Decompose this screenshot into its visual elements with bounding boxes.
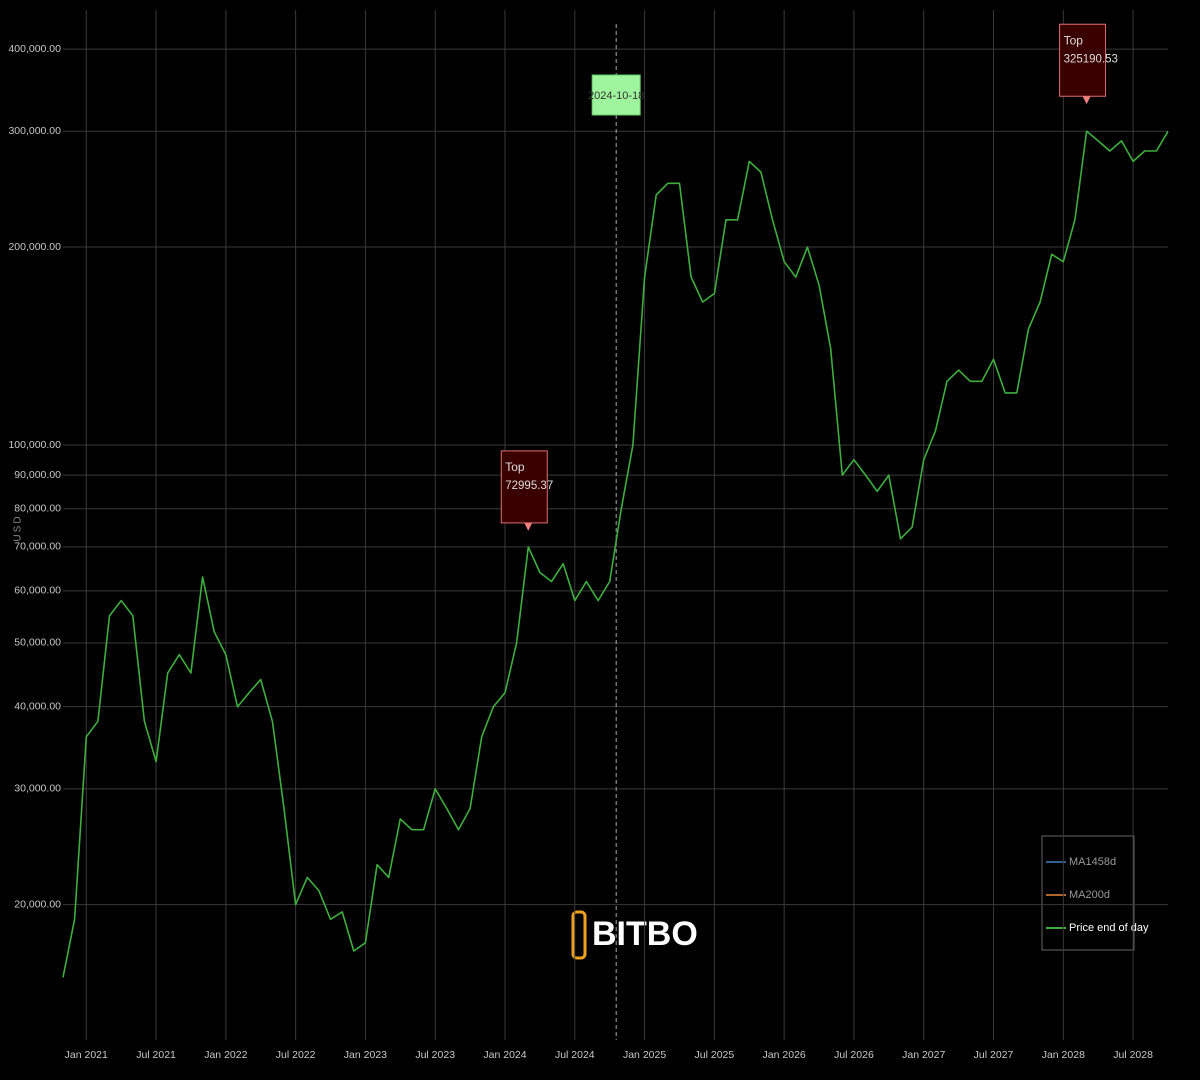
- x-tick-label: Jul 2021: [136, 1049, 176, 1061]
- x-tick-label: Jan 2028: [1042, 1049, 1085, 1061]
- annotation-title: Top: [505, 460, 525, 474]
- y-tick-label: 300,000.00: [8, 125, 61, 137]
- x-tick-label: Jan 2026: [763, 1049, 806, 1061]
- date-marker-box: [591, 74, 641, 116]
- x-tick-label: Jan 2027: [902, 1049, 945, 1061]
- annotation-box: [500, 450, 548, 524]
- x-tick-label: Jul 2028: [1113, 1049, 1153, 1061]
- x-tick-label: Jul 2022: [276, 1049, 316, 1061]
- annotation-arrow: [524, 522, 533, 531]
- x-tick-label: Jan 2021: [65, 1049, 108, 1061]
- watermark: BITBO: [571, 910, 698, 960]
- date-marker-label: 2024-10-18: [588, 90, 644, 102]
- annotation-value: 325190.53: [1064, 53, 1118, 65]
- annotation-title: Top: [1064, 33, 1084, 47]
- x-tick-label: Jan 2025: [623, 1049, 666, 1061]
- watermark-logo: [571, 910, 587, 960]
- annotation-box: [1059, 23, 1107, 97]
- legend-label: MA1458d: [1069, 856, 1116, 868]
- legend-label: MA200d: [1069, 889, 1110, 901]
- x-tick-label: Jan 2024: [483, 1049, 526, 1061]
- y-tick-label: 100,000.00: [8, 439, 61, 451]
- y-tick-label: 70,000.00: [14, 541, 61, 553]
- y-tick-label: 30,000.00: [14, 783, 61, 795]
- y-tick-label: 20,000.00: [14, 898, 61, 910]
- y-tick-label: 90,000.00: [14, 469, 61, 481]
- legend-label: Price end of day: [1069, 922, 1149, 934]
- x-tick-label: Jan 2023: [344, 1049, 387, 1061]
- legend: MA1458d MA200d Price end of day: [1041, 835, 1149, 951]
- annotation-arrow: [1082, 96, 1091, 105]
- x-tick-label: Jan 2022: [204, 1049, 247, 1061]
- y-tick-label: 200,000.00: [8, 241, 61, 253]
- y-tick-label: 50,000.00: [14, 637, 61, 649]
- legend-box: [1041, 835, 1135, 951]
- y-axis-label: USD: [13, 514, 24, 541]
- y-tick-label: 40,000.00: [14, 700, 61, 712]
- x-tick-label: Jul 2025: [695, 1049, 735, 1061]
- annotation-value: 72995.37: [505, 480, 553, 492]
- x-tick-label: Jul 2024: [555, 1049, 595, 1061]
- x-tick-label: Jul 2027: [974, 1049, 1014, 1061]
- x-tick-label: Jul 2026: [834, 1049, 874, 1061]
- x-tick-label: Jul 2023: [415, 1049, 455, 1061]
- y-tick-label: 80,000.00: [14, 503, 61, 515]
- y-tick-label: 400,000.00: [8, 43, 61, 55]
- price-line: [62, 130, 1169, 978]
- y-tick-label: 60,000.00: [14, 585, 61, 597]
